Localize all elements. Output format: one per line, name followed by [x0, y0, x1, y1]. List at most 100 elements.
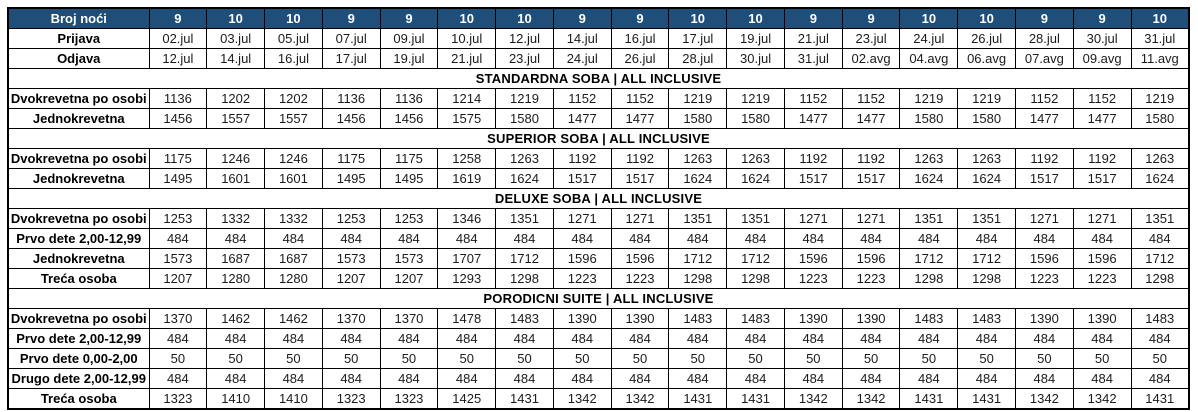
price-cell: 484: [610, 368, 670, 389]
checkout-date-cell: 07.avg: [1014, 48, 1074, 69]
checkout-date-cell: 16.jul: [264, 48, 323, 69]
price-cell: 1263: [899, 148, 959, 169]
price-cell: 1351: [668, 208, 728, 229]
nights-value-cell: 10: [206, 7, 266, 29]
nights-value-cell: 9: [610, 7, 670, 29]
price-cell: 1342: [1072, 388, 1132, 410]
price-cell: 484: [1072, 368, 1132, 389]
checkout-date-cell: 11.avg: [1130, 48, 1190, 69]
checkout-date-cell: 06.avg: [957, 48, 1016, 69]
price-cell: 50: [321, 348, 381, 369]
checkin-date-cell: 24.jul: [899, 28, 959, 49]
nights-value-cell: 10: [957, 7, 1016, 29]
section-title-cell: DELUXE SOBA | ALL INCLUSIVE: [7, 188, 1190, 209]
price-cell: 1390: [841, 308, 901, 329]
checkin-date-cell: 30.jul: [1072, 28, 1132, 49]
price-cell: 1390: [1072, 308, 1132, 329]
price-cell: 1580: [726, 108, 785, 129]
price-cell: 484: [1014, 368, 1074, 389]
nights-value-cell: 9: [841, 7, 901, 29]
price-cell: 484: [1130, 368, 1190, 389]
price-cell: 1298: [726, 268, 785, 289]
price-cell: 1214: [437, 88, 497, 109]
section-title-cell: PORODICNI SUITE | ALL INCLUSIVE: [7, 288, 1190, 309]
price-cell: 1175: [379, 148, 439, 169]
price-row-label-cell: Jednokrevetna: [7, 168, 150, 189]
price-cell: 1152: [1014, 88, 1074, 109]
price-cell: 1495: [379, 168, 439, 189]
nights-value-cell: 9: [1014, 7, 1074, 29]
checkout-date-cell: 04.avg: [899, 48, 959, 69]
price-cell: 484: [957, 328, 1016, 349]
price-cell: 1580: [495, 108, 554, 129]
price-cell: 1425: [437, 388, 497, 410]
nights-value-cell: 10: [264, 7, 323, 29]
price-cell: 1207: [379, 268, 439, 289]
price-row-label-cell: Jednokrevetna: [7, 248, 150, 269]
checkin-date-cell: 17.jul: [668, 28, 728, 49]
price-cell: 50: [899, 348, 959, 369]
price-cell: 1707: [437, 248, 497, 269]
price-cell: 1580: [899, 108, 959, 129]
price-cell: 484: [1130, 228, 1190, 249]
price-cell: 50: [552, 348, 612, 369]
price-cell: 1483: [957, 308, 1016, 329]
price-cell: 1332: [264, 208, 323, 229]
price-cell: 484: [264, 368, 323, 389]
checkin-date-cell: 19.jul: [726, 28, 785, 49]
price-cell: 1263: [495, 148, 554, 169]
price-cell: 484: [1072, 328, 1132, 349]
price-row: Jednokrevetna 1456 1557 1557 1456 1456 1575 158…: [7, 108, 1190, 129]
price-row: Jednokrevetna 1573 1687 1687 1573 1573 1707 171…: [7, 248, 1190, 269]
price-row: Dvokrevetna po osobi 1253 1332 1332 1253 1253…: [7, 208, 1190, 229]
price-cell: 1517: [1072, 168, 1132, 189]
price-cell: 1258: [437, 148, 497, 169]
price-cell: 484: [379, 228, 439, 249]
price-cell: 1517: [841, 168, 901, 189]
price-cell: 484: [841, 368, 901, 389]
checkin-date-cell: 05.jul: [264, 28, 323, 49]
price-cell: 1601: [206, 168, 266, 189]
price-cell: 1557: [264, 108, 323, 129]
price-cell: 484: [552, 368, 612, 389]
price-cell: 1175: [321, 148, 381, 169]
price-cell: 1351: [957, 208, 1016, 229]
price-cell: 484: [899, 228, 959, 249]
section-title-cell: STANDARDNA SOBA | ALL INCLUSIVE: [7, 68, 1190, 89]
checkout-label-cell: Odjava: [7, 48, 150, 69]
checkout-date-cell: 17.jul: [321, 48, 381, 69]
checkin-date-cell: 03.jul: [206, 28, 266, 49]
price-cell: 1280: [206, 268, 266, 289]
price-cell: 50: [1072, 348, 1132, 369]
price-cell: 1573: [148, 248, 208, 269]
price-cell: 1687: [264, 248, 323, 269]
price-cell: 1390: [610, 308, 670, 329]
checkin-date-cell: 12.jul: [495, 28, 554, 49]
price-row: Drugo dete 2,00-12,99 484 484 484 484 484 484 4…: [7, 368, 1190, 389]
price-cell: 50: [668, 348, 728, 369]
price-row: Treća osoba 1323 1410 1410 1323 1323 1425 1431 1…: [7, 388, 1190, 410]
checkout-date-cell: 23.jul: [495, 48, 554, 69]
price-row-label-cell: Drugo dete 2,00-12,99: [7, 368, 150, 389]
hotel-price-table: Broj noći 9 10 10 9 9 10 10 9 9 10 10 9 9 10 10 9 9 10 Prij…: [7, 7, 1190, 410]
price-cell: 1223: [783, 268, 843, 289]
price-cell: 1431: [1130, 388, 1190, 410]
price-cell: 1624: [668, 168, 728, 189]
price-cell: 484: [495, 228, 554, 249]
price-row-label-cell: Prvo dete 0,00-2,00: [7, 348, 150, 369]
price-cell: 484: [437, 328, 497, 349]
price-cell: 1332: [206, 208, 266, 229]
checkin-date-cell: 26.jul: [957, 28, 1016, 49]
price-cell: 1580: [1130, 108, 1190, 129]
price-cell: 484: [379, 328, 439, 349]
price-cell: 1298: [899, 268, 959, 289]
checkout-row: Odjava 12.jul 14.jul 16.jul 17.jul 19.jul 21.j…: [7, 48, 1190, 69]
price-cell: 1596: [610, 248, 670, 269]
price-cell: 1351: [495, 208, 554, 229]
price-cell: 1152: [610, 88, 670, 109]
price-table-body: Broj noći 9 10 10 9 9 10 10 9 9 10 10 9 9 10 10 9 9 10 Prij…: [7, 7, 1190, 410]
checkout-date-cell: 28.jul: [668, 48, 728, 69]
price-cell: 1517: [552, 168, 612, 189]
checkout-date-cell: 26.jul: [610, 48, 670, 69]
price-cell: 1223: [841, 268, 901, 289]
